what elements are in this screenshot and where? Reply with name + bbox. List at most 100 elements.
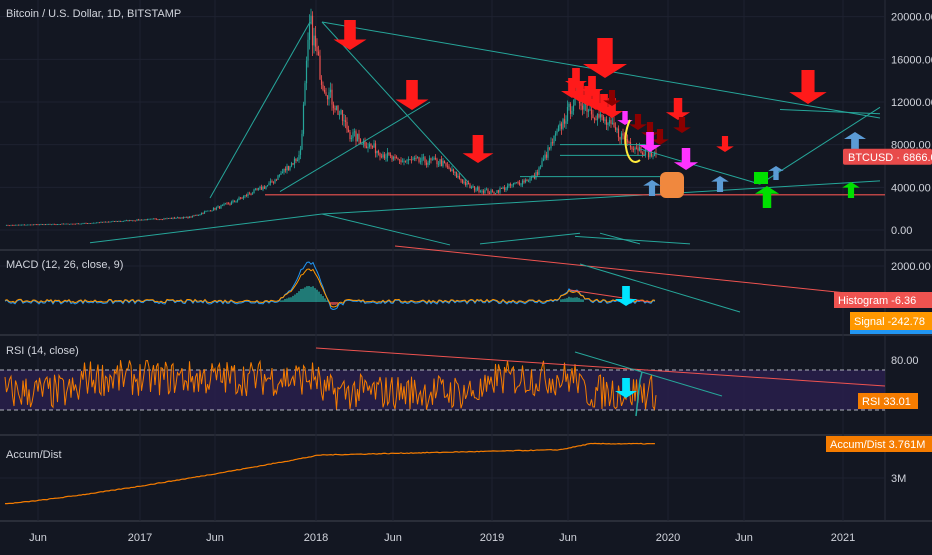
candle-body — [305, 60, 308, 84]
candle-body — [599, 114, 602, 118]
candle-body — [200, 213, 203, 215]
candle-body — [397, 158, 399, 160]
candle-body — [391, 155, 393, 160]
price-tick-label: 16000.00 — [891, 54, 932, 66]
price-tick-label: 4000.00 — [891, 182, 931, 194]
candle-body — [635, 147, 638, 149]
candle-body — [320, 79, 323, 85]
candle-body — [274, 179, 276, 183]
candle-body — [551, 142, 554, 144]
candle-body — [88, 223, 90, 224]
candle-body — [512, 183, 515, 185]
macd-trendline — [569, 289, 651, 303]
candle-body — [145, 219, 147, 221]
candle-body — [76, 223, 78, 225]
price-tick-label: 12000.00 — [891, 97, 932, 109]
candle-body — [293, 158, 296, 165]
candle-body — [296, 160, 299, 161]
candle-body — [196, 214, 198, 216]
candle-body — [641, 152, 644, 155]
candle-body — [631, 147, 633, 150]
candle-body — [595, 119, 597, 121]
rsi-title: RSI (14, close) — [6, 345, 79, 357]
candle-body — [479, 191, 482, 193]
candle-body — [140, 219, 143, 221]
candle-body — [448, 166, 450, 170]
candle-body — [376, 150, 378, 154]
candle-body — [461, 180, 464, 183]
candle-body — [500, 188, 503, 189]
candle-body — [601, 114, 603, 117]
candle-body — [232, 200, 234, 202]
candle-body — [35, 224, 38, 226]
last-price-label: BTCUSD · 6866.00 — [848, 152, 932, 164]
candle-body — [170, 218, 173, 219]
candle-body — [622, 133, 624, 136]
signal-value-label: Signal -242.78 — [854, 316, 925, 328]
candle-body — [238, 197, 240, 201]
candle-body — [67, 223, 69, 225]
candle-body — [148, 218, 150, 220]
candle-body — [553, 135, 555, 144]
candle-body — [113, 221, 116, 222]
candle-body — [506, 185, 509, 189]
candle-body — [169, 218, 171, 219]
candle-body — [623, 135, 626, 140]
candle-body — [175, 218, 177, 219]
candle-body — [503, 187, 506, 190]
candle-body — [19, 224, 21, 226]
candle-body — [439, 159, 441, 164]
candle-body — [418, 157, 420, 162]
candle-body — [436, 159, 438, 165]
candle-body — [358, 133, 360, 140]
candle-body — [91, 222, 93, 224]
candle-body — [26, 224, 29, 226]
candle-body — [58, 224, 60, 225]
candle-body — [205, 211, 207, 213]
candle-body — [620, 133, 623, 140]
candle-body — [299, 149, 302, 155]
candle-body — [398, 159, 401, 161]
candle-body — [94, 222, 96, 224]
candle-body — [241, 198, 243, 199]
candle-body — [41, 224, 44, 225]
candle-body — [505, 188, 507, 190]
candle-body — [592, 114, 594, 119]
candle-body — [301, 133, 303, 150]
time-axis-label: 2020 — [656, 532, 680, 544]
candle-body — [229, 204, 231, 205]
candle-body — [146, 218, 149, 221]
candle-body — [614, 127, 617, 130]
candle-body — [31, 224, 33, 226]
down-arrow-icon — [665, 98, 691, 120]
candle-body — [454, 172, 456, 173]
candle-body — [109, 221, 111, 223]
candle-body — [361, 144, 363, 146]
down-arrow-icon — [462, 135, 494, 163]
candle-body — [449, 169, 452, 172]
candle-body — [236, 200, 239, 202]
candle-body — [245, 195, 248, 197]
candle-body — [386, 152, 389, 158]
candle-body — [89, 223, 92, 224]
candle-body — [103, 221, 105, 223]
down-arrow-icon — [639, 132, 661, 152]
candle-body — [569, 103, 572, 114]
candle-body — [100, 221, 102, 223]
candle-body — [263, 186, 266, 189]
candle-body — [611, 122, 614, 124]
candle-body — [343, 120, 345, 122]
candle-body — [587, 110, 590, 112]
candle-body — [610, 120, 612, 124]
candle-body — [562, 119, 564, 129]
candle-body — [208, 210, 210, 212]
candle-body — [269, 181, 272, 184]
candle-body — [179, 217, 182, 219]
candle-body — [64, 223, 66, 225]
up-arrow-icon — [643, 180, 661, 196]
down-arrow-icon — [603, 90, 621, 106]
candle-body — [554, 133, 557, 136]
